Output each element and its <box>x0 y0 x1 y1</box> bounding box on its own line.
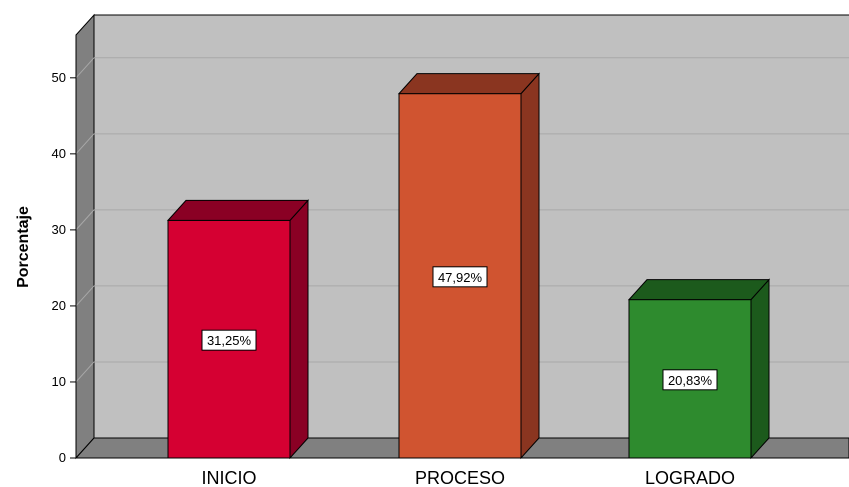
y-axis: 0 10 20 30 40 50 <box>52 35 77 465</box>
y-tick-label: 10 <box>52 374 66 389</box>
bar-proceso: 47,92% <box>397 72 541 460</box>
gridline-side <box>75 57 95 79</box>
data-label: 20,83% <box>668 373 713 388</box>
gridline-side <box>75 361 95 383</box>
x-category-label: LOGRADO <box>645 468 735 487</box>
bar-top <box>397 73 541 95</box>
gridline-side <box>75 133 95 155</box>
data-label: 47,92% <box>438 270 483 285</box>
data-label-box <box>201 329 257 351</box>
bar-side <box>289 199 309 460</box>
bar-side <box>750 278 770 460</box>
bar-logrado: 20,83% <box>627 278 771 460</box>
bar-top <box>166 199 310 221</box>
data-label-box <box>662 369 718 391</box>
data-label-box <box>432 266 488 288</box>
side-wall <box>75 13 95 460</box>
bar-top <box>627 279 771 301</box>
y-tick-label: 40 <box>52 146 66 161</box>
bars: 31,25% 47,92% 20,83% <box>166 72 771 460</box>
x-axis: INICIO PROCESO LOGRADO <box>201 468 735 487</box>
y-tick-label: 0 <box>59 450 66 465</box>
y-tick-label: 20 <box>52 298 66 313</box>
y-tick-label: 30 <box>52 222 66 237</box>
x-category-label: INICIO <box>201 468 256 487</box>
gridline-side <box>75 209 95 231</box>
data-label: 31,25% <box>207 333 252 348</box>
bar-inicio: 31,25% <box>166 199 310 460</box>
x-category-label: PROCESO <box>415 468 505 487</box>
y-axis-label: Porcentaje <box>15 206 32 288</box>
gridline-side <box>75 285 95 307</box>
y-tick-label: 50 <box>52 70 66 85</box>
bar-side <box>520 72 540 460</box>
